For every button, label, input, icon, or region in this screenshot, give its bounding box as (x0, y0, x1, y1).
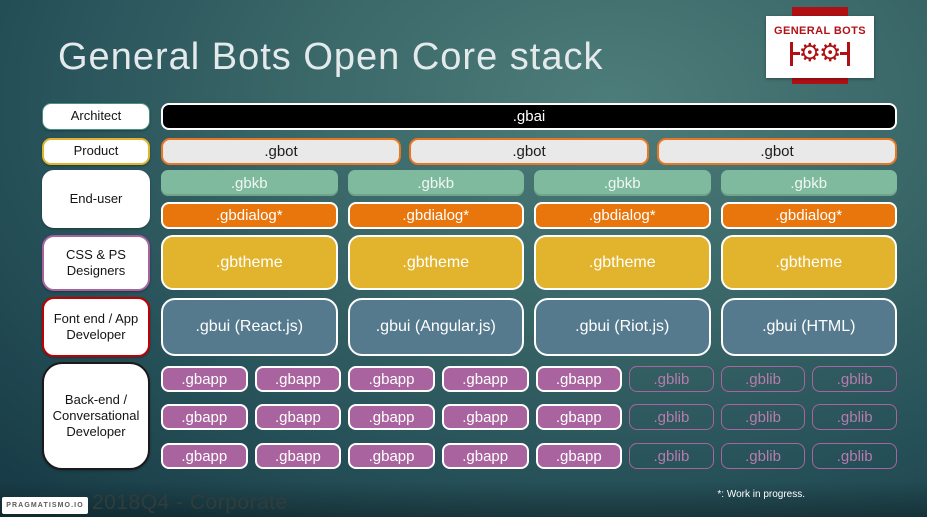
emblem-left-bar (789, 41, 793, 66)
stack-box-gbapp: .gbapp (535, 404, 623, 430)
role-label-css-ps-designers: CSS & PS Designers (42, 235, 150, 291)
stack-box-gbdialog-1: .gbdialog* (161, 202, 338, 229)
row-gbkb: .gbkb .gbkb .gbkb .gbkb (161, 170, 897, 196)
stack-box-gbui-riot: .gbui (Riot.js) (534, 298, 711, 356)
stack-box-gbapp: .gbapp (348, 404, 435, 430)
row-gbai: .gbai (161, 103, 897, 130)
role-label-frontend-app-developer: Font end / App Developer (42, 297, 150, 357)
stack-box-gbapp: .gbapp (161, 366, 248, 392)
footer-date-text: 2018Q4 - Corporate (92, 491, 288, 514)
stack-box-gbapp: .gbapp (161, 443, 248, 469)
stack-box-gbtheme-4: .gbtheme (720, 235, 897, 290)
stack-box-gbapp: .gbapp (441, 404, 529, 430)
row-backend-2: .gbapp .gbapp .gbapp .gbapp .gbapp .gbli… (161, 404, 897, 430)
stack-box-gbot-2: .gbot (409, 138, 649, 165)
stack-box-gbapp: .gbapp (535, 443, 623, 469)
row-backend-3: .gbapp .gbapp .gbapp .gbapp .gbapp .gbli… (161, 443, 897, 469)
emblem-right-bar (847, 41, 851, 66)
stack-box-gbdialog-3: .gbdialog* (534, 202, 711, 229)
stack-box-gbkb-2: .gbkb (347, 170, 524, 196)
stack-box-gblib: .gblib (629, 366, 714, 392)
gears-logo-icon: ⚙ ⚙ (789, 38, 851, 70)
stack-box-gblib: .gblib (812, 443, 897, 469)
logo-brand-text: GENERAL BOTS (774, 24, 866, 37)
stack-box-gblib: .gblib (720, 443, 806, 469)
page-title: General Bots Open Core stack (58, 36, 604, 78)
stack-box-gbapp: .gbapp (254, 366, 342, 392)
stack-box-gblib: .gblib (720, 404, 806, 430)
stack-box-gbkb-4: .gbkb (720, 170, 897, 196)
stack-box-gbdialog-2: .gbdialog* (347, 202, 524, 229)
stack-box-gblib: .gblib (720, 366, 806, 392)
role-label-architect: Architect (42, 103, 150, 130)
stack-box-gbtheme-3: .gbtheme (534, 235, 711, 290)
emblem-right-line (840, 52, 848, 55)
row-gbui: .gbui (React.js) .gbui (Angular.js) .gbu… (161, 298, 897, 356)
general-bots-logo: GENERAL BOTS ⚙ ⚙ (766, 16, 874, 78)
stack-box-gbapp: .gbapp (254, 404, 342, 430)
stack-box-gbot-3: .gbot (657, 138, 897, 165)
stack-box-gbui-html: .gbui (HTML) (720, 298, 897, 356)
stack-box-gbapp: .gbapp (348, 443, 435, 469)
stack-box-gbot-1: .gbot (161, 138, 401, 165)
pragmatismo-logo: PRAGMATISMO.IO (2, 497, 88, 514)
stack-box-gbdialog-4: .gbdialog* (720, 202, 897, 229)
stack-box-gblib: .gblib (812, 366, 897, 392)
role-label-backend-conversational-developer: Back-end / Conversational Developer (42, 362, 150, 470)
stack-box-gbtheme-2: .gbtheme (347, 235, 524, 290)
stack-box-gblib: .gblib (629, 443, 714, 469)
row-gbot: .gbot .gbot .gbot (161, 138, 897, 165)
gear-icon: ⚙ (819, 39, 842, 67)
emblem-left-line (792, 52, 800, 55)
row-backend-1: .gbapp .gbapp .gbapp .gbapp .gbapp .gbli… (161, 366, 897, 392)
stack-box-gbkb-3: .gbkb (534, 170, 711, 196)
stack-box-gbapp: .gbapp (161, 404, 248, 430)
stack-box-gbapp: .gbapp (254, 443, 342, 469)
role-label-end-user: End-user (42, 170, 150, 228)
stack-box-gbtheme-1: .gbtheme (161, 235, 338, 290)
role-label-product: Product (42, 138, 150, 165)
stack-box-gbkb-1: .gbkb (161, 170, 338, 196)
stack-box-gblib: .gblib (812, 404, 897, 430)
stack-box-gbui-react: .gbui (React.js) (161, 298, 338, 356)
gear-icon: ⚙ (798, 39, 821, 67)
stack-box-gbapp: .gbapp (535, 366, 623, 392)
row-gbdialog: .gbdialog* .gbdialog* .gbdialog* .gbdial… (161, 202, 897, 229)
work-in-progress-note: *: Work in progress. (717, 489, 805, 500)
stack-box-gblib: .gblib (629, 404, 714, 430)
stack-box-gbui-angular: .gbui (Angular.js) (347, 298, 524, 356)
stack-box-gbai: .gbai (161, 103, 897, 130)
stack-box-gbapp: .gbapp (441, 366, 529, 392)
stack-box-gbapp: .gbapp (348, 366, 435, 392)
stack-box-gbapp: .gbapp (441, 443, 529, 469)
row-gbtheme: .gbtheme .gbtheme .gbtheme .gbtheme (161, 235, 897, 290)
